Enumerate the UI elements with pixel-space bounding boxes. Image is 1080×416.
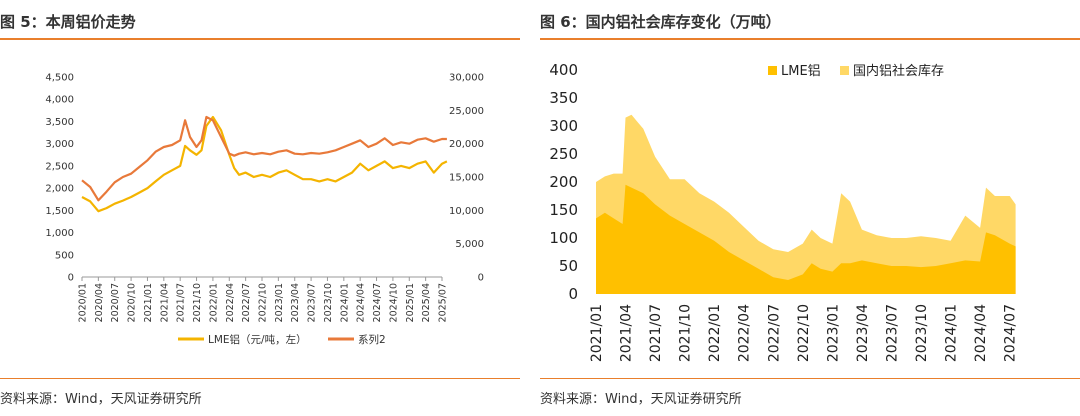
x-tick-label: 2024/07 [1003, 304, 1019, 362]
x-tick-label: 2023/01 [825, 304, 841, 362]
source-rule [540, 378, 1080, 379]
x-tick-label: 2022/01 [208, 283, 219, 322]
x-tick-label: 2023/04 [290, 283, 301, 322]
y-tick-label: 250 [549, 145, 578, 163]
y-right-tick-label: 5,000 [455, 239, 484, 250]
legend-label: LME铝 [781, 64, 821, 79]
x-tick-label: 2020/04 [94, 283, 105, 322]
series-line-2 [81, 115, 447, 202]
x-tick-label: 2025/01 [405, 283, 416, 322]
inventory-area-chart: 0 50 100 150 200 250 300 350 400 2021/01 2021/04 20… [549, 61, 1019, 362]
chart-source: 资料来源：Wind，天风证券研究所 [0, 392, 202, 407]
x-tick-label: 2020/10 [127, 283, 138, 322]
x-tick-label: 2022/07 [766, 304, 782, 362]
x-tick-label: 2024/04 [356, 283, 367, 322]
x-tick-label: 2023/10 [914, 304, 930, 362]
legend-swatch [768, 66, 777, 75]
chart-panel-aluminum-inventory: 图 6：国内铝社会库存变化（万吨） 0 50 100 150 200 250 300 350 4… [540, 0, 1080, 416]
y-tick-label: 100 [549, 229, 578, 247]
x-tick-label: 2022/10 [258, 283, 269, 322]
y-tick-label: 50 [559, 257, 578, 275]
y-left-tick-label: 0 [68, 273, 74, 284]
chart-title: 图 6：国内铝社会库存变化（万吨） [540, 13, 781, 31]
x-tick-label: 2021/10 [192, 283, 203, 322]
x-tick-label: 2024/01 [339, 283, 350, 322]
legend-swatch [840, 66, 849, 75]
y-tick-label: 150 [549, 201, 578, 219]
y-right-tick-label: 20,000 [449, 139, 484, 150]
x-tick-label: 2023/01 [274, 283, 285, 322]
x-tick-label: 2022/10 [796, 304, 812, 362]
chart-source: 资料来源：Wind，天风证券研究所 [540, 392, 742, 407]
y-tick-label: 350 [549, 89, 578, 107]
x-tick-label: 2021/07 [176, 283, 187, 322]
y-right-tick-label: 25,000 [449, 106, 484, 117]
series-line-1 [81, 115, 448, 213]
y-left-tick-label: 3,500 [45, 117, 74, 128]
x-tick-label: 2022/04 [737, 304, 753, 362]
title-rule [540, 38, 1080, 40]
x-tick-label: 2023/07 [884, 304, 900, 362]
y-right-tick-label: 10,000 [449, 206, 484, 217]
x-tick-label: 2023/04 [855, 304, 871, 362]
x-tick-label: 2020/01 [78, 283, 89, 322]
x-tick-label: 2021/04 [159, 283, 170, 322]
source-rule [0, 378, 520, 379]
x-tick-label: 2021/10 [678, 304, 694, 362]
y-right-tick-label: 30,000 [449, 73, 484, 84]
y-left-tick-label: 1,000 [45, 228, 74, 239]
y-tick-label: 0 [568, 285, 578, 303]
legend-label: 系列2 [358, 333, 386, 346]
y-left-tick-label: 4,000 [45, 95, 74, 106]
y-tick-label: 200 [549, 173, 578, 191]
y-tick-label: 300 [549, 117, 578, 135]
x-tick-label: 2022/07 [241, 283, 252, 322]
legend-label: LME铝（元/吨，左） [208, 333, 307, 346]
x-tick-label: 2024/04 [973, 304, 989, 362]
y-right-tick-label: 0 [478, 273, 484, 284]
chart-title: 图 5：本周铝价走势 [0, 13, 136, 31]
x-tick-label: 2021/04 [619, 304, 635, 362]
x-tick-label: 2023/10 [323, 283, 334, 322]
legend-label: 国内铝社会库存 [853, 63, 944, 79]
y-left-tick-label: 2,000 [45, 184, 74, 195]
x-tick-label: 2022/01 [707, 304, 723, 362]
chart-panel-aluminum-price: 图 5：本周铝价走势 0 500 1,000 1,500 2,000 2,500 3,000… [0, 0, 520, 416]
x-tick-label: 2022/04 [225, 283, 236, 322]
y-left-tick-label: 1,500 [45, 206, 74, 217]
title-rule [0, 38, 520, 40]
y-right-tick-label: 15,000 [449, 173, 484, 184]
x-tick-label: 2023/07 [307, 283, 318, 322]
y-left-tick-label: 500 [55, 250, 74, 261]
x-tick-label: 2021/07 [648, 304, 664, 362]
x-tick-label: 2024/07 [372, 283, 383, 322]
y-left-tick-label: 3,000 [45, 139, 74, 150]
price-line-chart: 0 500 1,000 1,500 2,000 2,500 3,000 3,500 4,000 4… [45, 73, 484, 347]
y-left-tick-label: 2,500 [45, 161, 74, 172]
x-tick-label: 2025/07 [438, 283, 449, 322]
x-tick-label: 2020/07 [110, 283, 121, 322]
x-tick-label: 2024/10 [388, 283, 399, 322]
y-left-tick-label: 4,500 [45, 73, 74, 84]
x-tick-label: 2021/01 [143, 283, 154, 322]
y-tick-label: 400 [549, 61, 578, 79]
x-tick-label: 2025/04 [421, 283, 432, 322]
area-lme [596, 184, 1016, 294]
x-tick-label: 2021/01 [589, 304, 605, 362]
x-tick-label: 2024/01 [944, 304, 960, 362]
